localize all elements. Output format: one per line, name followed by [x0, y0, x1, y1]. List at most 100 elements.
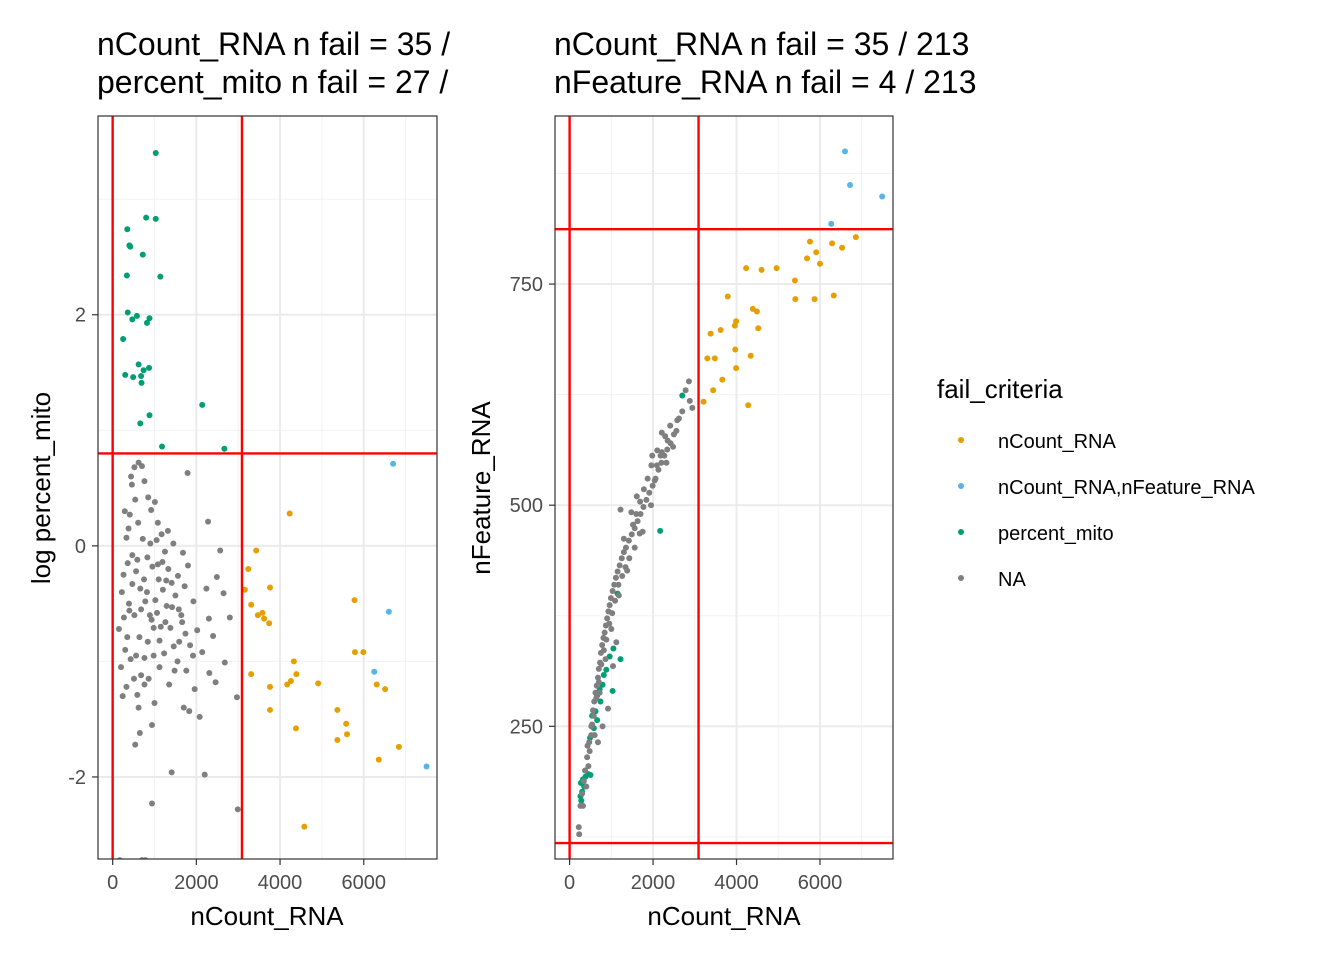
data-point — [150, 652, 157, 659]
data-point — [679, 408, 686, 415]
data-point — [628, 509, 635, 516]
data-point — [675, 415, 682, 422]
data-point — [140, 367, 147, 374]
data-point — [124, 560, 131, 567]
data-point — [141, 681, 148, 688]
data-point — [149, 563, 156, 570]
data-point — [146, 315, 153, 322]
data-point — [261, 615, 268, 622]
panel2-plot: 0 2000 4000 6000 250 500 750 nCount_RNA nFeatu… — [466, 115, 894, 931]
data-point — [267, 706, 274, 713]
data-point — [622, 544, 629, 551]
data-point — [617, 656, 624, 663]
data-point — [667, 422, 674, 429]
data-point — [373, 681, 380, 688]
data-point — [133, 568, 140, 575]
data-point — [590, 712, 597, 719]
data-point — [168, 579, 175, 586]
data-point — [128, 481, 135, 488]
data-point — [241, 586, 248, 593]
data-point — [155, 576, 162, 583]
data-point — [259, 609, 266, 616]
data-point — [343, 720, 350, 727]
data-point — [806, 238, 813, 245]
y-tick-label: 250 — [510, 716, 543, 738]
data-point — [190, 598, 197, 605]
data-point — [604, 705, 611, 712]
data-point — [646, 489, 653, 496]
panel2-ticks: 0 2000 4000 6000 250 500 750 — [510, 274, 843, 894]
data-point — [615, 581, 622, 588]
data-point — [148, 616, 155, 623]
data-point — [685, 378, 692, 385]
data-point — [180, 704, 187, 711]
data-point — [205, 615, 212, 622]
data-point — [640, 486, 647, 493]
data-point — [176, 638, 183, 645]
data-point — [637, 511, 644, 518]
panel1-border — [97, 115, 438, 860]
legend-label-ncount: nCount_RNA — [998, 431, 1117, 453]
data-point — [125, 525, 132, 532]
data-point — [141, 576, 148, 583]
data-point — [588, 723, 595, 730]
data-point — [148, 800, 155, 807]
legend: fail_criteria nCount_RNA nCount_RNA,nFea… — [937, 374, 1255, 591]
data-point — [601, 629, 608, 636]
data-point — [847, 181, 854, 188]
data-point — [631, 544, 638, 551]
data-point — [145, 675, 152, 682]
data-point — [233, 694, 240, 701]
data-point — [673, 427, 680, 434]
data-point — [710, 387, 717, 394]
data-point — [157, 273, 164, 280]
data-point — [132, 741, 139, 748]
data-point — [344, 731, 351, 738]
data-point — [423, 763, 430, 770]
y-tick-label: 0 — [75, 536, 86, 558]
data-point — [143, 319, 150, 326]
panel1-gridlines — [98, 116, 437, 859]
data-point — [163, 602, 170, 609]
panel1-title-line2: percent_mito n fail = 27 / 213 — [97, 64, 511, 100]
data-point — [625, 537, 632, 544]
data-point — [144, 554, 151, 561]
panel1-background — [98, 116, 437, 859]
data-point — [118, 664, 125, 671]
data-point — [267, 683, 274, 690]
data-point — [375, 756, 382, 763]
data-point — [119, 693, 126, 700]
data-point — [138, 379, 145, 386]
data-point — [132, 496, 139, 503]
data-point — [658, 429, 665, 436]
data-point — [124, 226, 131, 233]
data-point — [595, 679, 602, 686]
data-point — [589, 707, 596, 714]
data-point — [152, 149, 159, 156]
data-point — [813, 249, 820, 256]
data-point — [745, 402, 752, 409]
data-point — [167, 624, 174, 631]
data-point — [654, 447, 661, 454]
data-point — [830, 292, 837, 299]
data-point — [181, 583, 188, 590]
data-point — [130, 374, 137, 381]
data-point — [152, 597, 159, 604]
data-point — [157, 623, 164, 630]
data-point — [158, 531, 165, 538]
data-point — [287, 678, 294, 685]
data-point — [170, 540, 177, 547]
data-point — [351, 649, 358, 656]
data-point — [395, 743, 402, 750]
data-point — [592, 689, 599, 696]
data-point — [137, 585, 144, 592]
data-point — [220, 590, 227, 597]
data-point — [139, 251, 146, 258]
data-point — [127, 656, 134, 663]
data-point — [138, 463, 145, 470]
data-point — [351, 597, 358, 604]
data-point — [201, 771, 208, 778]
data-point — [253, 547, 260, 554]
data-point — [126, 607, 133, 614]
